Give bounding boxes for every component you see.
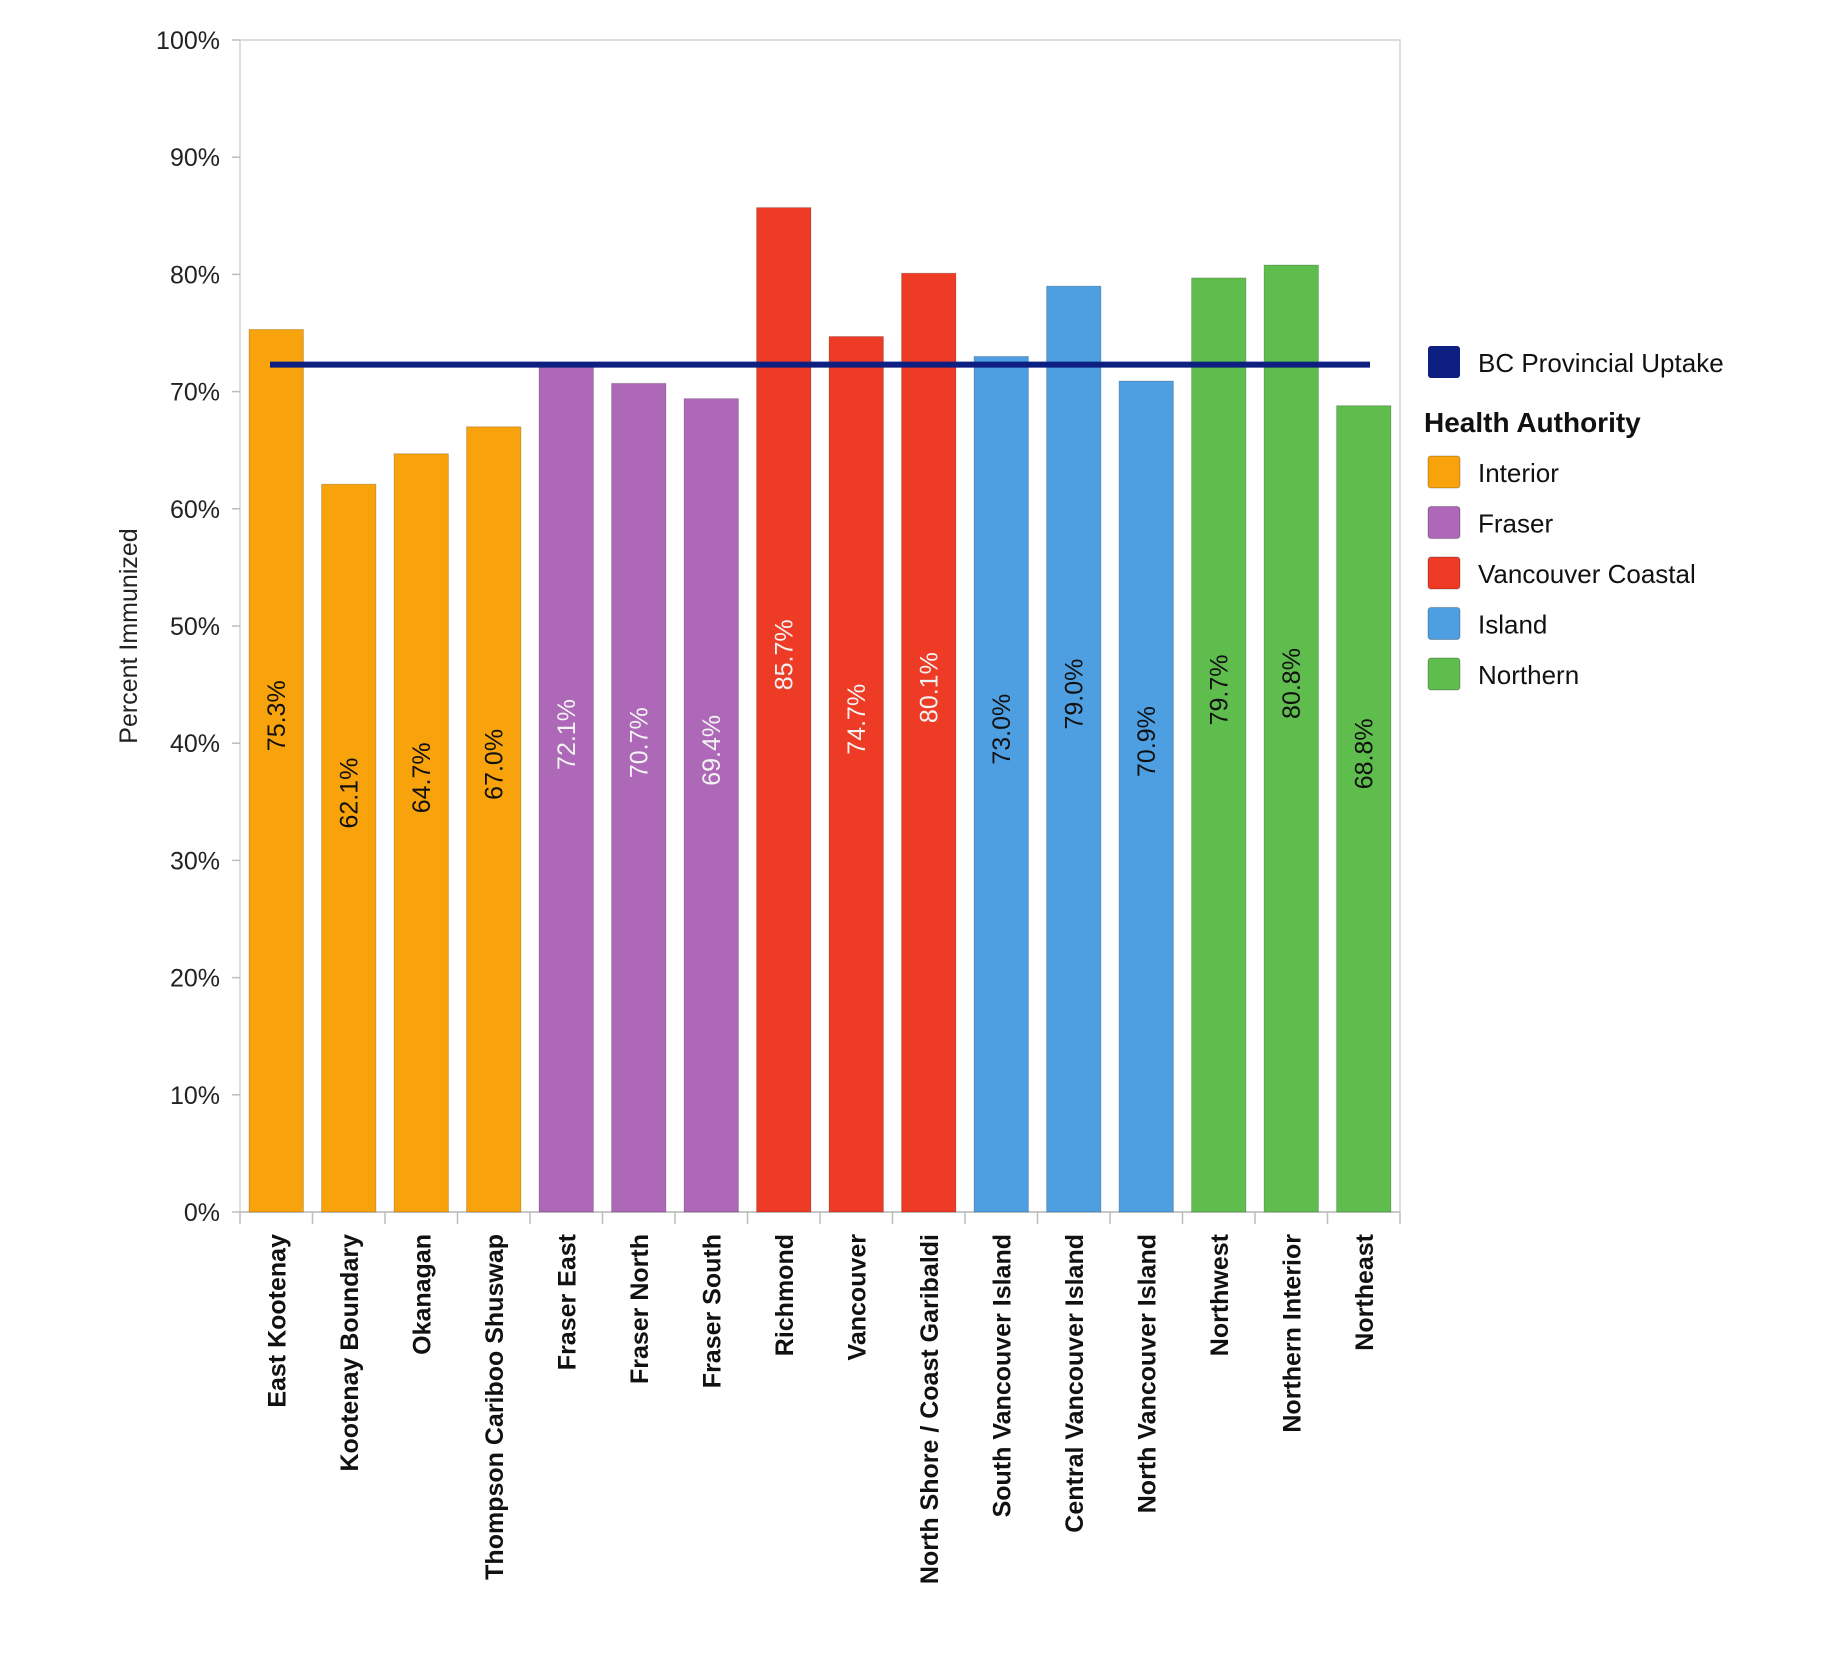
legend-swatch-2 [1427, 506, 1461, 539]
bar-7 [683, 398, 739, 1213]
category-label-9: Vancouver [843, 1234, 871, 1361]
y-tick-label: 0% [184, 1199, 220, 1227]
data-label-16: 68.8% [1351, 718, 1379, 789]
category-label-6: Fraser North [626, 1234, 654, 1384]
y-tick-label: 20% [170, 965, 220, 993]
data-label-5: 72.1% [553, 699, 581, 770]
bar-12 [1046, 285, 1102, 1213]
data-label-9: 74.7% [843, 684, 871, 755]
category-label-7: Fraser South [698, 1234, 726, 1388]
data-labels: 75.3% 62.1% 64.7% 67.0% 72.1% 70.7% 69.4% 85.7%… [263, 619, 1379, 828]
data-label-10: 80.1% [916, 652, 944, 723]
bar-2 [321, 483, 377, 1213]
category-label-12: Central Vancouver Island [1061, 1234, 1089, 1533]
category-label-13: North Vancouver Island [1133, 1234, 1161, 1513]
category-label-2: Kootenay Boundary [336, 1234, 364, 1472]
legend-swatch-4 [1427, 607, 1461, 640]
bar-3 [393, 453, 449, 1213]
data-label-14: 79.7% [1206, 655, 1234, 726]
data-label-6: 70.7% [626, 707, 654, 778]
legend-label-2: Fraser [1478, 509, 1553, 539]
legend-swatch-reference [1428, 346, 1460, 378]
category-label-10: North Shore / Coast Garibaldi [916, 1234, 944, 1584]
y-tick-label: 30% [170, 847, 220, 875]
legend-label-4: Island [1478, 610, 1547, 640]
category-label-4: Thompson Cariboo Shuswap [481, 1234, 509, 1580]
data-label-13: 70.9% [1133, 706, 1161, 777]
y-axis-title: Percent Immunized [115, 528, 143, 743]
legend-label-3: Vancouver Coastal [1478, 559, 1696, 589]
bar-4 [466, 426, 522, 1213]
y-tick-label: 100% [156, 27, 220, 55]
data-label-12: 79.0% [1061, 659, 1089, 730]
y-tick-label: 10% [170, 1082, 220, 1110]
bars [248, 207, 1392, 1213]
bar-14 [1191, 277, 1247, 1213]
bar-9 [828, 336, 884, 1213]
y-tick-label: 50% [170, 613, 220, 641]
bar-8 [756, 207, 812, 1213]
data-label-8: 85.7% [771, 619, 799, 690]
legend-swatch-1 [1427, 455, 1461, 489]
data-label-7: 69.4% [698, 715, 726, 786]
bar-13 [1118, 380, 1174, 1213]
legend: BC Provincial Uptake Health Authority Inte… [1424, 346, 1724, 691]
category-label-14: Northwest [1206, 1233, 1234, 1356]
y-tick-label: 40% [170, 730, 220, 758]
data-label-15: 80.8% [1278, 648, 1306, 719]
bar-1 [248, 328, 304, 1213]
data-label-1: 75.3% [263, 680, 291, 751]
bar-6 [611, 382, 667, 1213]
bar-5 [538, 366, 594, 1213]
data-label-2: 62.1% [336, 758, 364, 829]
data-label-11: 73.0% [988, 694, 1016, 765]
bar-11 [973, 355, 1029, 1213]
legend-label-1: Interior [1478, 458, 1559, 488]
category-label-11: South Vancouver Island [988, 1234, 1016, 1517]
legend-label-reference: BC Provincial Uptake [1478, 348, 1724, 378]
y-tick-label: 80% [170, 261, 220, 289]
category-label-3: Okanagan [408, 1234, 436, 1355]
category-label-1: East Kootenay [263, 1234, 291, 1408]
y-tick-label: 90% [170, 144, 220, 172]
legend-label-5: Northern [1478, 660, 1579, 690]
category-label-16: Northeast [1351, 1233, 1379, 1350]
bar-10 [901, 272, 957, 1213]
legend-title: Health Authority [1424, 407, 1641, 438]
y-tick-label: 60% [170, 496, 220, 524]
category-label-8: Richmond [771, 1234, 799, 1356]
data-label-4: 67.0% [481, 729, 509, 800]
legend-swatch-3 [1427, 556, 1461, 590]
y-tick-label: 70% [170, 379, 220, 407]
legend-swatch-5 [1427, 657, 1461, 691]
data-label-3: 64.7% [408, 742, 436, 813]
axes: 0% 10% 20% 30% 40% 50% 60% 70% 80% 90% 100% Percent… [115, 27, 1401, 1584]
category-label-5: Fraser East [553, 1233, 581, 1370]
bar-15 [1263, 264, 1319, 1213]
bar-16 [1336, 405, 1392, 1213]
category-label-15: Northern Interior [1278, 1234, 1306, 1433]
